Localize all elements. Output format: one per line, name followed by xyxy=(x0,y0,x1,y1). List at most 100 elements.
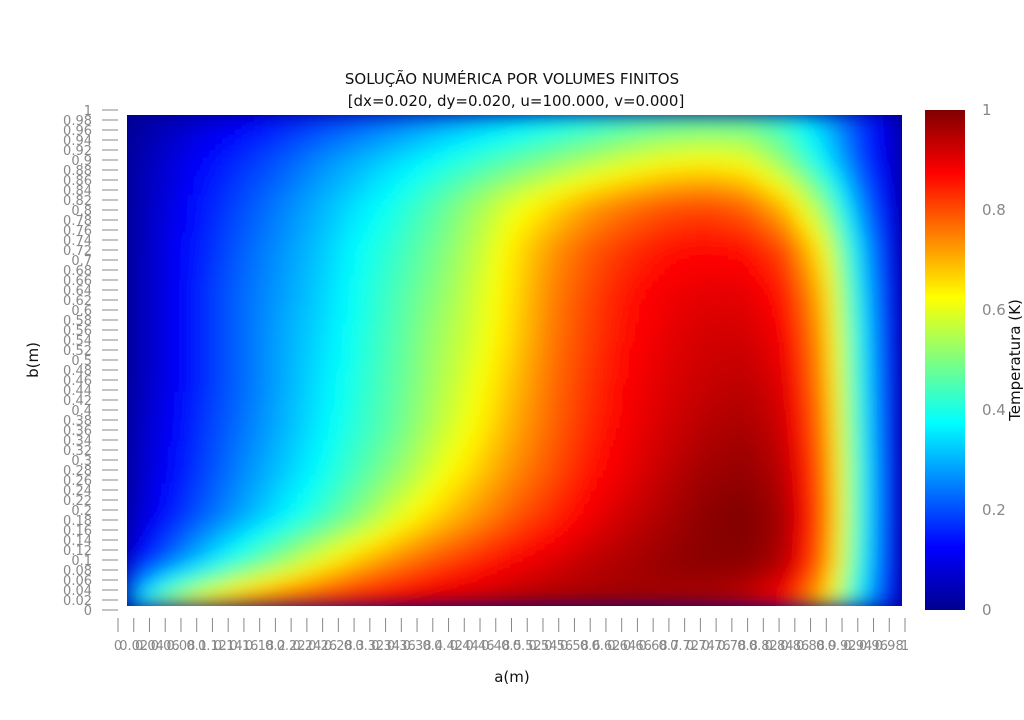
heatmap-cell xyxy=(256,151,264,159)
heatmap-cell xyxy=(385,354,393,362)
heatmap-cell xyxy=(766,182,774,190)
heatmap-cell xyxy=(314,170,322,177)
heatmap-cell xyxy=(501,121,509,128)
heatmap-cell xyxy=(495,360,503,368)
heatmap-cell xyxy=(165,342,173,349)
heatmap-cell xyxy=(243,237,251,245)
chart-title: SOLUÇÃO NUMÉRICA POR VOLUMES FINITOS xyxy=(345,69,679,88)
heatmap-cell xyxy=(624,274,632,282)
heatmap-cell xyxy=(734,360,742,368)
heatmap-cell xyxy=(598,194,606,202)
heatmap-cell xyxy=(152,317,160,325)
heatmap-cell xyxy=(508,127,516,135)
heatmap-cell xyxy=(818,262,826,270)
heatmap-cell xyxy=(895,200,902,208)
heatmap-cell xyxy=(882,115,890,122)
heatmap-cell xyxy=(340,194,348,202)
heatmap-cell xyxy=(282,274,290,282)
heatmap-cell xyxy=(159,317,167,325)
heatmap-cell xyxy=(256,342,264,349)
heatmap-cell xyxy=(785,311,793,319)
heatmap-cell xyxy=(643,311,651,319)
heatmap-cell xyxy=(708,225,716,233)
heatmap-cell xyxy=(785,360,793,368)
heatmap-cell xyxy=(449,182,457,190)
heatmap-cell xyxy=(895,231,902,239)
heatmap-cell xyxy=(727,157,735,165)
heatmap-cell xyxy=(514,207,522,214)
heatmap-cell xyxy=(527,200,535,208)
heatmap-cell xyxy=(475,200,483,208)
heatmap-cell xyxy=(682,335,690,343)
heatmap-cell xyxy=(185,225,193,233)
heatmap-cell xyxy=(617,213,625,220)
heatmap-cell xyxy=(566,250,574,257)
heatmap-cell xyxy=(340,305,348,312)
heatmap-cell xyxy=(598,188,606,196)
heatmap-cell xyxy=(753,170,761,177)
heatmap-cell xyxy=(462,176,470,184)
heatmap-cell xyxy=(204,329,212,337)
heatmap-cell xyxy=(656,176,664,184)
heatmap-cell xyxy=(889,188,897,196)
heatmap-cell xyxy=(824,176,832,184)
heatmap-cell xyxy=(772,207,780,214)
heatmap-cell xyxy=(837,360,845,368)
heatmap-cell xyxy=(333,127,341,135)
heatmap-cell xyxy=(210,151,219,159)
heatmap-cell xyxy=(172,250,180,257)
heatmap-cell xyxy=(398,268,406,276)
heatmap-cell xyxy=(559,366,567,374)
heatmap-cell xyxy=(462,335,470,343)
heatmap-cell xyxy=(669,348,677,355)
heatmap-cell xyxy=(127,286,135,294)
heatmap-cell xyxy=(869,213,877,220)
heatmap-cell xyxy=(682,213,690,220)
heatmap-cell xyxy=(340,317,348,325)
heatmap-cell xyxy=(217,200,225,208)
heatmap-cell xyxy=(856,151,864,159)
heatmap-cell xyxy=(236,145,244,153)
heatmap-cell xyxy=(437,268,445,276)
heatmap-cell xyxy=(617,311,625,319)
heatmap-cell xyxy=(482,299,490,306)
heatmap-cell xyxy=(385,280,393,288)
heatmap-cell xyxy=(488,207,496,214)
heatmap-cell xyxy=(178,329,186,337)
heatmap-cell xyxy=(856,133,864,141)
heatmap-cell xyxy=(611,170,619,177)
heatmap-cell xyxy=(198,170,206,177)
heatmap-cell xyxy=(798,335,806,343)
heatmap-cell xyxy=(127,127,135,135)
heatmap-cell xyxy=(307,145,315,153)
heatmap-cell xyxy=(753,274,761,282)
heatmap-cell xyxy=(269,115,277,122)
heatmap-cell xyxy=(307,200,315,208)
heatmap-cell xyxy=(592,292,600,300)
heatmap-cell xyxy=(262,139,270,147)
heatmap-cell xyxy=(320,360,328,368)
heatmap-cell xyxy=(650,268,658,276)
heatmap-cell xyxy=(688,317,696,325)
heatmap-cell xyxy=(598,329,606,337)
heatmap-cell xyxy=(449,280,457,288)
heatmap-cell xyxy=(630,115,638,122)
heatmap-cell xyxy=(805,311,813,319)
heatmap-cell xyxy=(301,121,309,128)
heatmap-cell xyxy=(824,360,832,368)
heatmap-cell xyxy=(785,243,793,251)
heatmap-cell xyxy=(669,194,677,202)
heatmap-cell xyxy=(456,348,464,355)
heatmap-cell xyxy=(824,115,832,122)
heatmap-cell xyxy=(818,127,826,135)
heatmap-cell xyxy=(708,317,716,325)
heatmap-cell xyxy=(533,164,541,171)
heatmap-cell xyxy=(488,225,496,233)
heatmap-cell xyxy=(198,323,206,331)
heatmap-cell xyxy=(637,219,645,227)
heatmap-cell xyxy=(805,329,813,337)
heatmap-cell xyxy=(462,243,470,251)
heatmap-cell xyxy=(146,182,154,190)
heatmap-cell xyxy=(663,157,671,165)
heatmap-cell xyxy=(818,182,826,190)
